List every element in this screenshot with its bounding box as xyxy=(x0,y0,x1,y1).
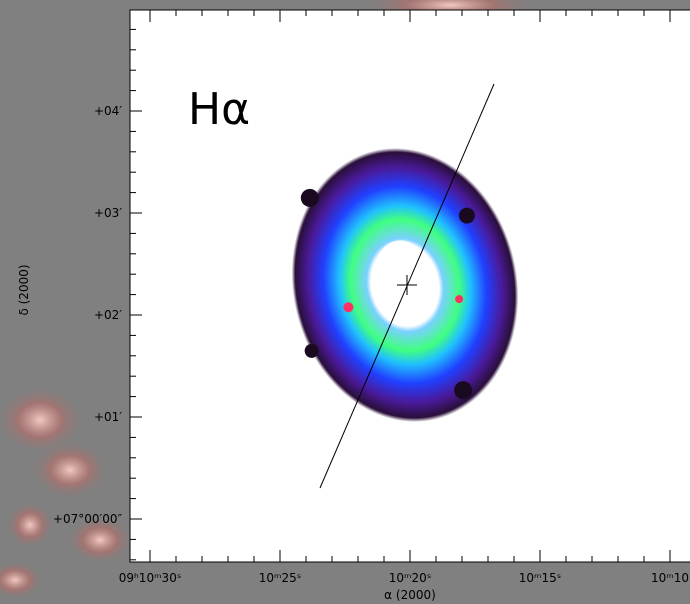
y-axis-title: δ (2000) xyxy=(17,264,31,315)
y-tick-label: +03′ xyxy=(94,206,122,220)
y-tick-label: +07°00′00″ xyxy=(53,512,123,526)
x-tick-label: 10ᵐ20ˢ xyxy=(389,571,432,585)
y-tick-label: +04′ xyxy=(94,104,122,118)
x-tick-label: 09ʰ10ᵐ30ˢ xyxy=(119,571,182,585)
y-tick-label: +02′ xyxy=(94,308,122,322)
x-tick-label: 10ᵐ15ˢ xyxy=(519,571,562,585)
line-label: Hα xyxy=(188,84,250,135)
x-axis-title: α (2000) xyxy=(384,588,436,602)
figure: Hα α (2000) δ (2000) 09ʰ10ᵐ30ˢ 10ᵐ25ˢ 10ᵐ2… xyxy=(0,0,690,604)
y-tick-label: +01′ xyxy=(94,410,122,424)
x-tick-label: 10ᵐ25ˢ xyxy=(259,571,302,585)
page: Hα α (2000) δ (2000) 09ʰ10ᵐ30ˢ 10ᵐ25ˢ 10ᵐ2… xyxy=(0,0,690,604)
x-tick-label: 10ᵐ10 xyxy=(651,571,689,585)
